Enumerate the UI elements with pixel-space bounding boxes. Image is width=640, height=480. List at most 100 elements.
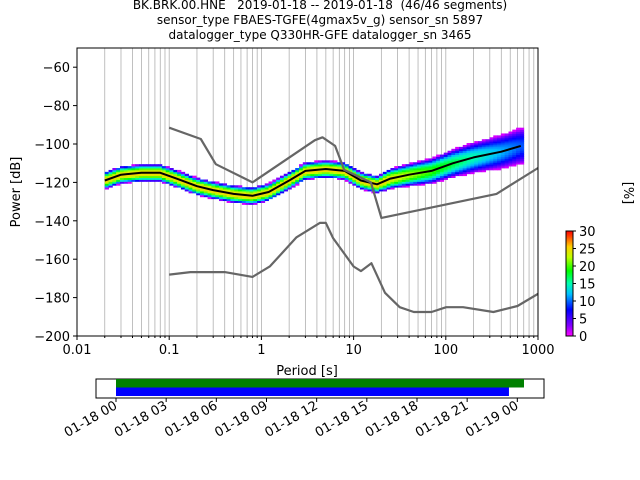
density-cell (398, 166, 403, 169)
density-cell (386, 187, 391, 190)
density-cell (325, 162, 330, 165)
density-cell (321, 173, 327, 177)
density-cell (443, 169, 448, 173)
density-cell (432, 171, 437, 175)
density-cell (123, 169, 129, 173)
density-cell (493, 144, 498, 148)
density-cell (512, 164, 517, 167)
density-cell (196, 181, 201, 184)
density-cell (405, 166, 410, 169)
density-cell (283, 187, 288, 190)
density-cell (222, 196, 228, 200)
density-cell (386, 171, 391, 175)
density-cell (333, 175, 338, 178)
density-cell (478, 146, 483, 150)
density-cell (439, 169, 445, 173)
density-cell (367, 177, 372, 180)
density-cell (394, 173, 399, 177)
density-cell (188, 175, 193, 178)
density-cell (295, 168, 300, 171)
time-tick-label: 01-18 21 (413, 398, 471, 440)
density-cell (184, 183, 189, 186)
density-cell (184, 179, 189, 182)
density-cell (310, 173, 315, 177)
density-cell (104, 171, 109, 175)
density-cell (474, 141, 479, 144)
density-cell (177, 169, 182, 173)
density-cell (142, 175, 148, 178)
density-cell (447, 160, 452, 163)
density-cell (458, 171, 464, 175)
density-cell (447, 152, 452, 155)
density-cell (462, 162, 467, 165)
density-cell (169, 171, 174, 175)
density-cell (333, 162, 338, 165)
density-cell (260, 189, 266, 192)
mean-psd-line (104, 144, 522, 197)
density-cell (207, 196, 212, 200)
density-cell (139, 177, 144, 180)
density-cell (432, 158, 437, 161)
density-cell (481, 158, 487, 161)
density-cell (462, 154, 467, 157)
density-cell (177, 179, 182, 182)
density-cell (512, 141, 517, 144)
density-cell (264, 189, 269, 192)
density-cell (272, 189, 277, 192)
density-cell (264, 183, 269, 186)
density-cell (489, 137, 494, 140)
noise-model-lines (104, 126, 538, 314)
density-cell (451, 166, 456, 169)
density-cell (436, 162, 441, 165)
density-cell (413, 166, 418, 169)
density-cell (417, 177, 422, 180)
density-cell (222, 187, 228, 190)
density-cell (283, 183, 288, 186)
density-cell (230, 200, 235, 203)
density-cell (333, 169, 338, 173)
density-cell (356, 169, 361, 173)
density-cell (394, 171, 399, 175)
density-cell (420, 162, 426, 165)
density-cell (257, 189, 262, 192)
density-cell (436, 177, 441, 180)
density-cell (260, 194, 266, 198)
density-cell (192, 185, 197, 188)
density-cell (340, 171, 346, 175)
density-cell (310, 164, 315, 167)
density-cell (470, 144, 475, 148)
density-cell (215, 181, 220, 184)
density-cell (428, 158, 433, 161)
density-cell (519, 160, 525, 163)
colorbar-tick-label: 15 (579, 278, 596, 293)
density-cell (131, 179, 136, 182)
density-cell (352, 181, 357, 184)
colorbar-tick-label: 25 (579, 243, 596, 258)
density-cell (420, 181, 426, 184)
density-cell (436, 175, 441, 178)
density-cell (500, 139, 506, 142)
density-cell (104, 175, 109, 178)
density-cell (192, 191, 197, 194)
density-cell (519, 148, 525, 152)
density-cell (447, 169, 452, 173)
density-cell (135, 169, 140, 173)
density-cell (203, 185, 208, 188)
density-cell (276, 179, 281, 182)
density-cell (478, 162, 483, 165)
density-cell (413, 173, 418, 177)
density-cell (516, 160, 521, 163)
density-cell (519, 129, 525, 132)
density-cell (432, 160, 437, 163)
density-cell (458, 162, 464, 165)
density-cell (325, 160, 330, 163)
density-cell (161, 175, 167, 178)
density-cell (493, 137, 498, 140)
density-cell (519, 133, 525, 136)
density-cell (512, 135, 517, 138)
density-cell (443, 158, 448, 161)
density-cell (203, 191, 208, 194)
density-cell (493, 139, 498, 142)
density-cell (192, 189, 197, 192)
density-cell (249, 187, 254, 190)
